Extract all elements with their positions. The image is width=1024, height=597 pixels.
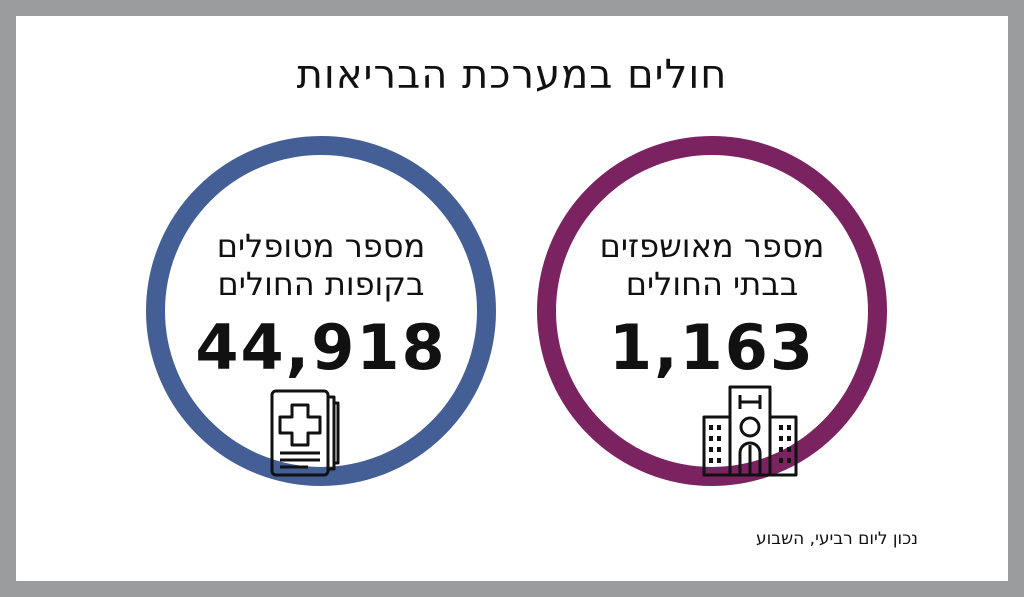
hospitalized-label: מספר מאושפזים בבתי החולים (556, 227, 868, 303)
hospitalized-value: 1,163 (608, 311, 816, 384)
clinic-patients-label: מספר מטופלים בקופות החולים (165, 227, 477, 303)
clinic-patients-ring: מספר מטופלים בקופות החולים 44,918 (146, 136, 496, 486)
clinic-patients-value: 44,918 (195, 311, 447, 384)
infographic-title: חולים במערכת הבריאות (296, 52, 728, 98)
footer-note: נכון ליום רביעי, השבוע (756, 529, 918, 549)
hospitalized-label-line2: בבתי החולים (625, 265, 799, 303)
medical-record-icon (270, 389, 340, 477)
hospital-building-icon (702, 385, 798, 477)
hospitalized-ring: מספר מאושפזים בבתי החולים 1,163 (537, 136, 887, 486)
hospitalized-label-line1: מספר מאושפזים (599, 227, 825, 265)
clinic-patients-label-line1: מספר מטופלים (216, 227, 426, 265)
clinic-patients-label-line2: בקופות החולים (217, 265, 425, 303)
infographic-card: חולים במערכת הבריאות מספר מטופלים בקופות… (16, 16, 1008, 581)
